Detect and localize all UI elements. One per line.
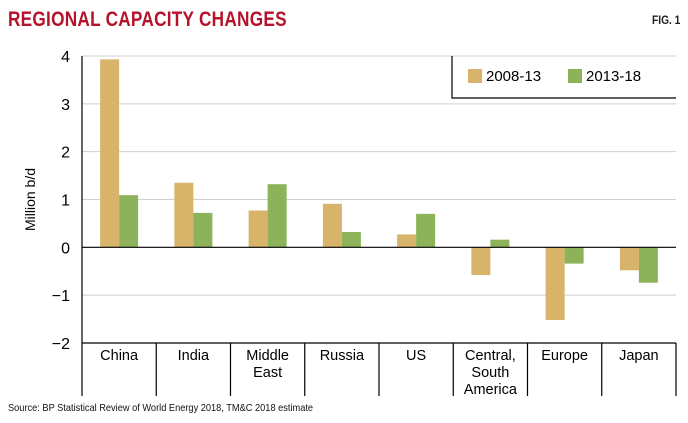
legend-swatch	[468, 69, 482, 83]
bar-2013-18-5	[490, 239, 510, 248]
x-tick-label: Central, South America	[464, 348, 518, 398]
bar-2008-13-3	[322, 203, 342, 248]
bar-2013-18-3	[341, 232, 361, 248]
bar-2008-13-1	[174, 182, 194, 248]
x-tick-label: US	[406, 348, 426, 364]
x-tick-label: Russia	[320, 348, 365, 364]
y-tick-label: 2	[61, 145, 70, 162]
bar-2008-13-4	[397, 234, 417, 248]
y-tick-label: 4	[61, 49, 70, 66]
bar-2008-13-7	[619, 247, 639, 271]
y-tick-label: −2	[52, 336, 70, 353]
bars	[100, 59, 658, 321]
bar-2008-13-6	[545, 247, 565, 321]
y-tick-label: −1	[52, 288, 70, 305]
bar-chart: 4 3 2 1 0 −1 −2 Million b/d China India Middle East…	[22, 49, 677, 398]
bar-2013-18-7	[638, 247, 658, 283]
bar-2013-18-2	[267, 184, 287, 248]
bar-2013-18-6	[564, 247, 584, 264]
bar-2013-18-0	[119, 195, 139, 248]
legend: 2008-13 2013-18	[451, 56, 676, 99]
y-tick-label: 1	[61, 193, 70, 210]
y-tick-label: 3	[61, 97, 70, 114]
x-tick-label: China	[100, 348, 139, 364]
bar-2008-13-2	[248, 210, 268, 248]
x-tick-label: Middle East	[246, 348, 289, 381]
bar-2013-18-4	[416, 213, 436, 248]
figure-label: FIG. 1	[651, 13, 680, 27]
bar-2008-13-0	[100, 59, 120, 248]
x-tick-label: Europe	[541, 348, 588, 364]
source-note: Source: BP Statistical Review of World E…	[8, 402, 314, 414]
legend-label: 2008-13	[486, 68, 541, 85]
legend-label: 2013-18	[586, 68, 641, 85]
legend-swatch	[568, 69, 582, 83]
chart-title: REGIONAL CAPACITY CHANGES	[8, 8, 287, 31]
legend-frame	[451, 56, 676, 99]
bar-2013-18-1	[193, 212, 213, 248]
gridlines	[82, 55, 676, 344]
axes: 4 3 2 1 0 −1 −2 Million b/d China India Middle East…	[22, 49, 677, 398]
bar-2008-13-5	[471, 247, 491, 276]
x-tick-label: India	[178, 348, 210, 364]
y-tick-label: 0	[61, 240, 70, 257]
y-axis-title: Million b/d	[22, 168, 38, 231]
x-tick-label: Japan	[619, 348, 659, 364]
